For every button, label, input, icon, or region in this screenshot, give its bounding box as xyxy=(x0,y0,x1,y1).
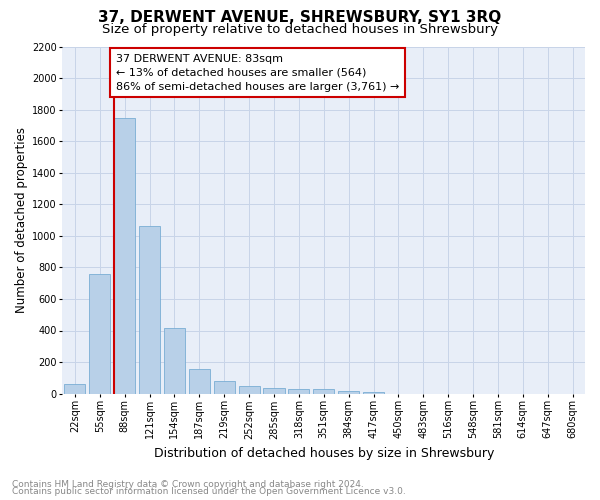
Bar xyxy=(313,389,334,394)
Bar xyxy=(189,369,210,394)
Bar xyxy=(338,391,359,394)
Bar xyxy=(239,386,260,394)
Bar xyxy=(263,388,284,394)
Bar xyxy=(164,328,185,394)
Bar xyxy=(64,384,85,394)
Y-axis label: Number of detached properties: Number of detached properties xyxy=(15,127,28,313)
Bar xyxy=(139,226,160,394)
Text: Contains HM Land Registry data © Crown copyright and database right 2024.: Contains HM Land Registry data © Crown c… xyxy=(12,480,364,489)
Bar xyxy=(363,392,384,394)
Bar xyxy=(214,381,235,394)
Bar xyxy=(89,274,110,394)
Text: 37 DERWENT AVENUE: 83sqm
← 13% of detached houses are smaller (564)
86% of semi-: 37 DERWENT AVENUE: 83sqm ← 13% of detach… xyxy=(116,54,400,92)
Bar xyxy=(114,118,135,394)
Text: 37, DERWENT AVENUE, SHREWSBURY, SY1 3RQ: 37, DERWENT AVENUE, SHREWSBURY, SY1 3RQ xyxy=(98,10,502,25)
Text: Size of property relative to detached houses in Shrewsbury: Size of property relative to detached ho… xyxy=(102,22,498,36)
Text: Contains public sector information licensed under the Open Government Licence v3: Contains public sector information licen… xyxy=(12,487,406,496)
Bar xyxy=(288,389,310,394)
X-axis label: Distribution of detached houses by size in Shrewsbury: Distribution of detached houses by size … xyxy=(154,447,494,460)
